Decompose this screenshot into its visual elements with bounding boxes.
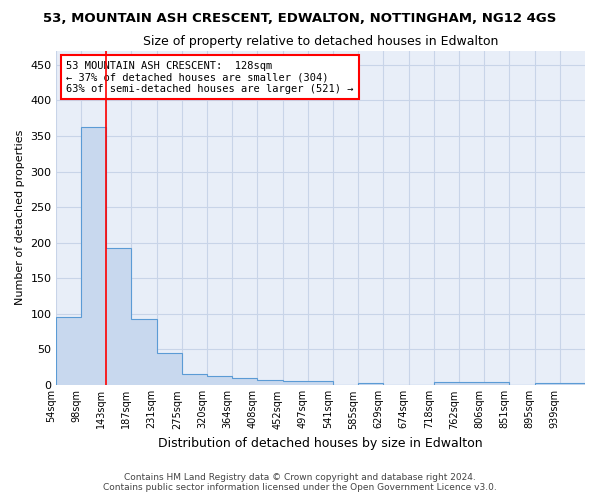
Text: 53 MOUNTAIN ASH CRESCENT:  128sqm
← 37% of detached houses are smaller (304)
63%: 53 MOUNTAIN ASH CRESCENT: 128sqm ← 37% o… [67, 60, 354, 94]
Y-axis label: Number of detached properties: Number of detached properties [15, 130, 25, 306]
Text: Contains HM Land Registry data © Crown copyright and database right 2024.
Contai: Contains HM Land Registry data © Crown c… [103, 473, 497, 492]
Text: 53, MOUNTAIN ASH CRESCENT, EDWALTON, NOTTINGHAM, NG12 4GS: 53, MOUNTAIN ASH CRESCENT, EDWALTON, NOT… [43, 12, 557, 26]
X-axis label: Distribution of detached houses by size in Edwalton: Distribution of detached houses by size … [158, 437, 483, 450]
Title: Size of property relative to detached houses in Edwalton: Size of property relative to detached ho… [143, 35, 498, 48]
